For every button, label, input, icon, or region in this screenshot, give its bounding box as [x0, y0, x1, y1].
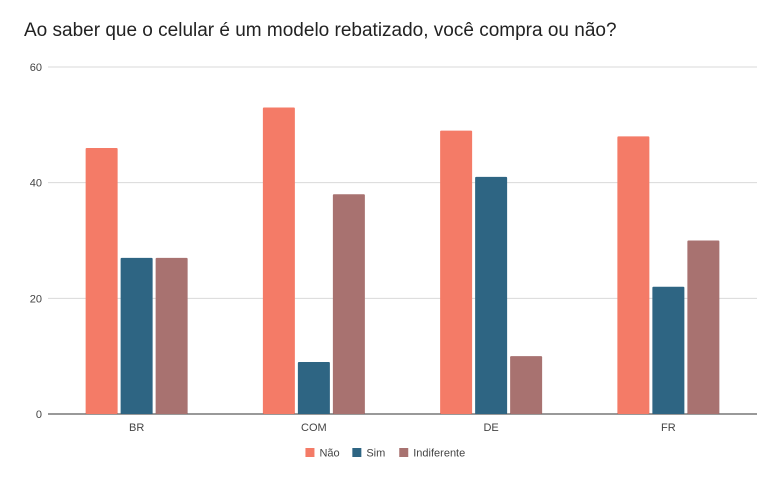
- legend-swatch: [305, 448, 315, 457]
- legend-swatch: [352, 448, 362, 457]
- legend-label: Sim: [366, 448, 385, 460]
- bar-fr-1: [652, 286, 685, 414]
- bar-de-2: [510, 356, 543, 414]
- chart-title: Ao saber que o celular é um modelo rebat…: [24, 20, 617, 41]
- y-tick-label: 60: [30, 62, 42, 74]
- x-tick-label: FR: [661, 422, 676, 434]
- bar-com-2: [332, 194, 365, 414]
- bar-br-0: [85, 147, 118, 414]
- bar-fr-2: [687, 240, 720, 414]
- y-tick-label: 40: [30, 178, 42, 190]
- legend-label: Não: [319, 448, 339, 460]
- bar-de-1: [475, 176, 508, 414]
- legend-label: Indiferente: [413, 448, 465, 460]
- bar-de-0: [440, 130, 473, 414]
- bar-br-1: [120, 257, 153, 414]
- y-tick-label: 0: [36, 409, 42, 421]
- bar-com-0: [262, 107, 295, 414]
- x-tick-label: COM: [301, 422, 327, 434]
- bar-br-2: [155, 257, 188, 414]
- x-tick-label: BR: [129, 422, 144, 434]
- bar-fr-0: [617, 136, 650, 414]
- x-tick-label: DE: [483, 422, 498, 434]
- y-tick-label: 20: [30, 293, 42, 305]
- bar-com-1: [297, 361, 330, 414]
- legend-swatch: [399, 448, 409, 457]
